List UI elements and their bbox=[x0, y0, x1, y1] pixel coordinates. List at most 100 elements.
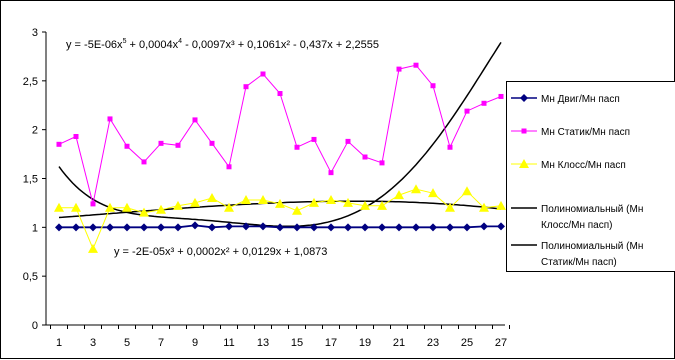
data-point bbox=[377, 200, 387, 210]
data-point bbox=[73, 134, 79, 140]
data-point bbox=[496, 200, 506, 210]
y-tick-label: 2,5 bbox=[23, 76, 38, 88]
data-point bbox=[277, 91, 283, 97]
equation-statik-sup1: 5 bbox=[123, 38, 127, 45]
data-point bbox=[157, 223, 165, 232]
data-point bbox=[241, 194, 251, 204]
x-tick-label: 9 bbox=[192, 337, 198, 349]
data-point bbox=[122, 202, 132, 212]
data-point bbox=[88, 243, 98, 253]
data-point bbox=[480, 222, 488, 231]
y-tick-label: 0,5 bbox=[23, 271, 38, 283]
data-point bbox=[191, 221, 199, 230]
data-point bbox=[445, 202, 455, 212]
equation-kloss: y = -2E-05x³ + 0,0002x² + 0,0129x + 1,08… bbox=[114, 246, 327, 258]
data-point bbox=[396, 66, 402, 72]
equation-statik-part1: y = -5E-06x bbox=[66, 39, 123, 51]
data-point bbox=[225, 222, 233, 231]
data-point bbox=[309, 197, 319, 207]
data-point bbox=[242, 222, 250, 231]
data-point bbox=[123, 223, 131, 232]
data-point bbox=[106, 223, 114, 232]
x-tick-label: 15 bbox=[291, 337, 303, 349]
data-point bbox=[343, 197, 353, 207]
equation-statik-part3: - 0,0097x³ + 0,1061x² - 0,437x + 2,2555 bbox=[182, 39, 379, 51]
data-point bbox=[226, 164, 232, 170]
x-tick-label: 11 bbox=[223, 337, 234, 349]
x-tick-group: 1 3 5 7 9 11 13 15 17 19 21 23 25 27 bbox=[50, 325, 510, 349]
y-tick-label: 1 bbox=[32, 222, 38, 234]
data-point bbox=[89, 223, 97, 232]
data-point bbox=[344, 223, 352, 232]
data-point bbox=[56, 141, 62, 147]
data-point bbox=[326, 194, 336, 204]
data-point bbox=[412, 223, 420, 232]
data-point bbox=[224, 202, 234, 212]
x-tick-label: 3 bbox=[90, 337, 96, 349]
data-point bbox=[462, 186, 472, 196]
data-point bbox=[140, 223, 148, 232]
y-tick-label: 3 bbox=[32, 27, 38, 39]
data-point bbox=[275, 198, 285, 208]
equation-statik-sup2: 4 bbox=[178, 38, 182, 45]
data-point bbox=[498, 93, 504, 99]
x-tick-label: 21 bbox=[393, 337, 405, 349]
data-point bbox=[413, 62, 419, 68]
data-point bbox=[71, 202, 81, 212]
data-point bbox=[310, 223, 318, 232]
data-point bbox=[294, 144, 300, 150]
data-point bbox=[107, 116, 113, 122]
data-point bbox=[411, 184, 421, 194]
legend-box bbox=[506, 81, 675, 272]
legend-marker-kloss bbox=[519, 159, 529, 168]
data-point bbox=[327, 223, 335, 232]
data-point bbox=[207, 193, 217, 203]
data-point bbox=[209, 140, 215, 146]
data-point bbox=[54, 202, 64, 212]
legend: Мн Двиг/Мн пасп Мн Статик/Мн пасп Мн Кло… bbox=[506, 81, 675, 272]
data-point bbox=[328, 170, 334, 176]
legend-marker-statik bbox=[521, 128, 527, 134]
legend-marker-dvig bbox=[520, 94, 528, 102]
data-point bbox=[158, 140, 164, 146]
data-point bbox=[208, 223, 216, 232]
data-point bbox=[276, 223, 284, 232]
x-tick-label: 13 bbox=[257, 337, 269, 349]
data-point bbox=[447, 144, 453, 150]
data-point bbox=[394, 190, 404, 200]
legend-label-kloss: Мн Клосс/Мн пасп bbox=[541, 160, 626, 171]
data-point bbox=[479, 202, 489, 212]
data-point bbox=[174, 223, 182, 232]
equation-statik-part2: + 0,0004x bbox=[126, 39, 178, 51]
x-tick-label: 23 bbox=[427, 337, 439, 349]
equation-statik: y = -5E-06x5 + 0,0004x4 - 0,0097x³ + 0,1… bbox=[66, 38, 379, 51]
legend-label-statik: Мн Статик/Мн пасп bbox=[541, 127, 630, 138]
data-point bbox=[362, 154, 368, 160]
legend-label-poly-statik-2: Статик/Мн пасп) bbox=[541, 257, 617, 268]
data-point bbox=[464, 108, 470, 114]
data-point bbox=[55, 223, 63, 232]
legend-label-dvig: Мн Двиг/Мн пасп bbox=[541, 94, 620, 105]
data-point bbox=[139, 207, 149, 217]
data-point bbox=[430, 83, 436, 89]
data-point bbox=[260, 71, 266, 77]
data-point bbox=[258, 194, 268, 204]
data-point bbox=[293, 223, 301, 232]
data-point bbox=[481, 100, 487, 106]
data-point bbox=[379, 160, 385, 166]
data-point bbox=[141, 159, 147, 165]
data-point bbox=[446, 223, 454, 232]
legend-label-poly-statik-1: Полиномиальный (Мн bbox=[541, 241, 643, 252]
data-point bbox=[190, 197, 200, 207]
data-point bbox=[429, 223, 437, 232]
x-tick-label: 1 bbox=[56, 337, 62, 349]
data-point bbox=[463, 223, 471, 232]
data-point bbox=[173, 200, 183, 210]
x-tick-label: 19 bbox=[359, 337, 371, 349]
y-tick-label: 1,5 bbox=[23, 174, 38, 186]
y-tick-label: 2 bbox=[32, 125, 38, 137]
data-point bbox=[497, 222, 505, 231]
data-point bbox=[243, 84, 249, 90]
data-point bbox=[192, 117, 198, 123]
